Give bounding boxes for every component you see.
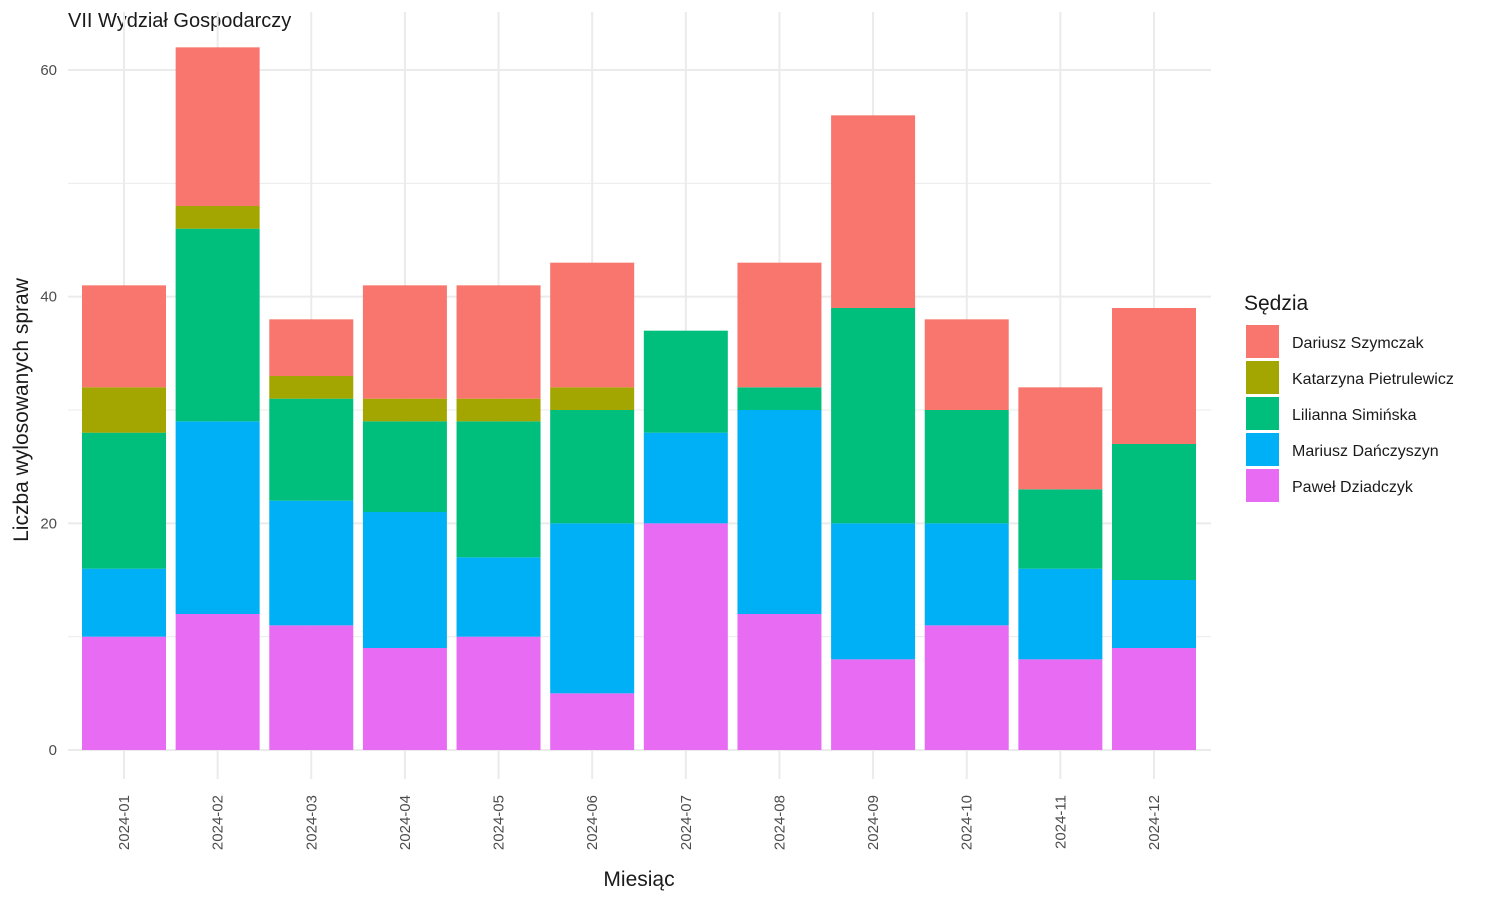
x-tick-label: 2024-06 bbox=[584, 795, 601, 850]
x-tick-label: 2024-12 bbox=[1146, 795, 1163, 850]
bar-segment bbox=[1018, 489, 1103, 569]
x-tick-label: 2024-05 bbox=[491, 795, 508, 850]
bar-segment bbox=[362, 285, 447, 399]
bar-segment bbox=[175, 206, 260, 229]
bar-segment bbox=[456, 398, 541, 422]
legend-key bbox=[1246, 325, 1279, 358]
y-tick-label: 60 bbox=[40, 62, 57, 79]
bar-segment bbox=[831, 115, 916, 308]
bar-segment bbox=[831, 523, 916, 660]
bar-segment bbox=[1018, 659, 1103, 750]
bar-segment bbox=[175, 228, 260, 422]
legend-key bbox=[1246, 361, 1279, 394]
bar-segment bbox=[737, 387, 822, 410]
x-tick-label: 2024-01 bbox=[116, 795, 133, 850]
legend-key bbox=[1246, 433, 1279, 466]
bar-segment bbox=[1112, 580, 1196, 648]
bar-segment bbox=[1018, 568, 1103, 660]
bar-segment bbox=[550, 262, 635, 388]
legend-label: Dariusz Szymczak bbox=[1292, 335, 1425, 352]
legend: Sędzia Dariusz Szymczak Katarzyna Pietrul… bbox=[1244, 292, 1454, 502]
bar-segment bbox=[175, 421, 260, 614]
x-tick-label: 2024-02 bbox=[210, 795, 227, 850]
bar-segment bbox=[1112, 308, 1196, 444]
legend-key bbox=[1246, 469, 1279, 502]
x-tick-label: 2024-08 bbox=[771, 795, 788, 850]
bar-segment bbox=[456, 557, 541, 637]
bar-segment bbox=[737, 614, 822, 750]
bar-segment bbox=[550, 387, 635, 410]
legend-key bbox=[1246, 397, 1279, 430]
bar-segment bbox=[362, 648, 447, 750]
legend-label: Paweł Dziadczyk bbox=[1292, 479, 1414, 496]
bar-segment bbox=[456, 421, 541, 558]
legend-label: Katarzyna Pietrulewicz bbox=[1292, 371, 1454, 388]
x-axis-ticks: 2024-01 2024-02 2024-03 2024-04 2024-05 2024-… bbox=[116, 795, 1163, 850]
bar-segment bbox=[550, 523, 635, 694]
bar-segment bbox=[82, 387, 166, 433]
bar-segment bbox=[924, 410, 1009, 524]
bar-segment bbox=[362, 512, 447, 648]
bar-segment bbox=[737, 410, 822, 614]
bar-segment bbox=[269, 376, 354, 399]
x-tick-label: 2024-11 bbox=[1052, 795, 1069, 849]
bar-segment bbox=[269, 319, 354, 376]
y-axis-title: Liczba wylosowanych spraw bbox=[10, 277, 33, 542]
bar-segment bbox=[175, 614, 260, 750]
bars bbox=[82, 47, 1196, 750]
bar-segment bbox=[82, 285, 166, 388]
bar-segment bbox=[643, 432, 728, 524]
bar-segment bbox=[82, 432, 166, 569]
bar-segment bbox=[550, 693, 635, 750]
bar-segment bbox=[550, 410, 635, 524]
bar-segment bbox=[1112, 648, 1196, 750]
legend-title: Sędzia bbox=[1244, 292, 1309, 315]
legend-label: Lilianna Simińska bbox=[1292, 407, 1417, 424]
bar-segment bbox=[269, 500, 354, 626]
bar-segment bbox=[924, 523, 1009, 626]
bar-segment bbox=[82, 568, 166, 637]
bar-segment bbox=[269, 398, 354, 501]
bar-segment bbox=[456, 636, 541, 750]
legend-label: Mariusz Dańczyszyn bbox=[1292, 443, 1439, 460]
x-tick-label: 2024-10 bbox=[959, 795, 976, 850]
x-tick-label: 2024-04 bbox=[397, 795, 414, 850]
y-tick-label: 0 bbox=[49, 742, 57, 759]
bar-segment bbox=[1112, 444, 1196, 580]
y-tick-label: 20 bbox=[40, 515, 57, 532]
bar-segment bbox=[831, 659, 916, 750]
bar-segment bbox=[82, 636, 166, 750]
bar-segment bbox=[924, 625, 1009, 750]
bar-segment bbox=[924, 319, 1009, 410]
bar-segment bbox=[362, 421, 447, 512]
bar-segment bbox=[831, 308, 916, 524]
y-tick-label: 40 bbox=[40, 289, 57, 306]
bar-segment bbox=[643, 330, 728, 433]
x-tick-label: 2024-03 bbox=[303, 795, 320, 850]
bar-segment bbox=[643, 523, 728, 750]
bar-segment bbox=[737, 262, 822, 388]
chart-title: VII Wydział Gospodarczy bbox=[68, 10, 291, 32]
bar-segment bbox=[362, 398, 447, 422]
bar-segment bbox=[1018, 387, 1103, 490]
bar-segment bbox=[456, 285, 541, 399]
x-axis-title: Miesiąc bbox=[603, 868, 674, 891]
bar-segment bbox=[175, 47, 260, 207]
bar-segment bbox=[269, 625, 354, 750]
x-tick-label: 2024-09 bbox=[865, 795, 882, 850]
y-axis-ticks: 0 20 40 60 bbox=[40, 62, 57, 759]
x-tick-label: 2024-07 bbox=[678, 795, 695, 850]
